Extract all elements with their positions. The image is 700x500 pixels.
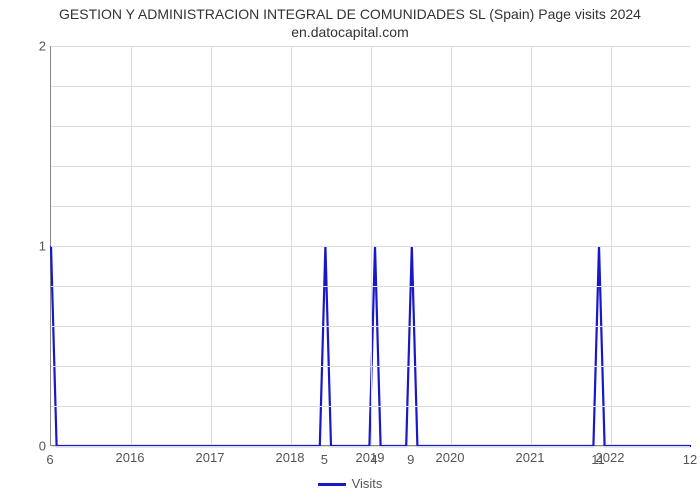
point-label: 5	[321, 452, 328, 467]
y-tick-label: 2	[6, 39, 46, 54]
vgrid-line	[371, 46, 372, 445]
vgrid-line	[531, 46, 532, 445]
plot-area	[50, 46, 690, 446]
vgrid-line	[131, 46, 132, 445]
y-tick-label: 1	[6, 239, 46, 254]
legend: Visits	[0, 476, 700, 491]
chart-container: GESTION Y ADMINISTRACION INTEGRAL DE COM…	[0, 0, 700, 500]
point-label: 6	[46, 452, 53, 467]
vgrid-line	[451, 46, 452, 445]
x-tick-label: 2021	[516, 450, 545, 465]
vgrid-line	[291, 46, 292, 445]
hgrid-line	[51, 446, 690, 447]
point-label: 4	[370, 452, 377, 467]
x-tick-label: 2017	[196, 450, 225, 465]
legend-swatch	[318, 483, 346, 486]
legend-label: Visits	[352, 476, 383, 491]
y-tick-label: 0	[6, 439, 46, 454]
point-label: 12	[683, 452, 697, 467]
point-label: 9	[407, 452, 414, 467]
vgrid-line	[611, 46, 612, 445]
x-tick-label: 2018	[276, 450, 305, 465]
x-tick-label: 2016	[116, 450, 145, 465]
vgrid-line	[211, 46, 212, 445]
x-tick-label: 2020	[436, 450, 465, 465]
chart-title: GESTION Y ADMINISTRACION INTEGRAL DE COM…	[0, 6, 700, 41]
point-label: 11	[591, 452, 605, 467]
